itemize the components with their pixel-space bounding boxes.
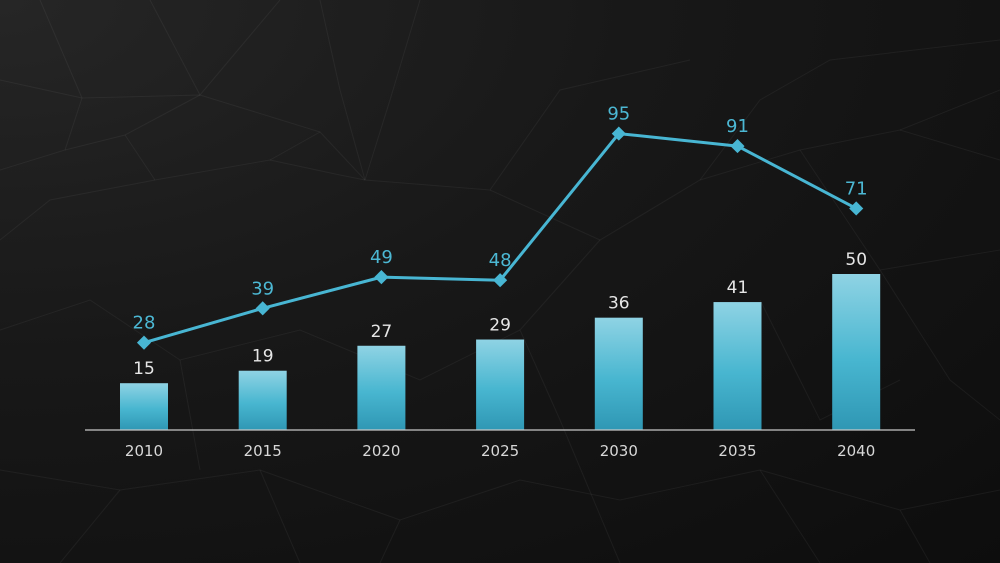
x-tick-label: 2015 [244, 442, 282, 460]
bar-value-label: 27 [371, 322, 393, 342]
line-value-label: 48 [489, 250, 512, 271]
x-tick-label: 2010 [125, 442, 163, 460]
line-value-label: 39 [251, 278, 274, 299]
bar-value-label: 15 [133, 359, 155, 379]
bar-2030 [594, 317, 643, 430]
x-tick-label: 2040 [837, 442, 875, 460]
bar-2015 [238, 370, 287, 430]
x-tick-label: 2030 [600, 442, 638, 460]
diamond-marker-icon [849, 201, 864, 216]
line-value-label: 95 [607, 104, 630, 125]
bar-2035 [713, 302, 762, 430]
bar-value-label: 19 [252, 347, 274, 367]
line-series: 28 39 49 48 95 91 71 [133, 104, 868, 350]
bar-2025 [476, 339, 525, 430]
bar-value-label: 41 [727, 278, 749, 298]
diamond-marker-icon [730, 139, 745, 154]
line-value-label: 49 [370, 247, 393, 268]
bar-value-label: 50 [845, 250, 867, 270]
x-tick-label: 2025 [481, 442, 519, 460]
bar-series: 15 19 27 29 36 41 50 [120, 250, 881, 430]
diamond-marker-icon [255, 301, 270, 316]
line-value-label: 71 [845, 178, 868, 199]
bar-value-label: 29 [489, 316, 511, 336]
diamond-marker-icon [493, 273, 508, 288]
x-tick-label: 2035 [718, 442, 756, 460]
diamond-marker-icon [611, 126, 626, 141]
bar-2010 [120, 383, 168, 430]
x-axis-tick-labels: 2010 2015 2020 2025 2030 2035 2040 [125, 442, 875, 460]
diamond-marker-icon [374, 270, 389, 285]
line-value-label: 91 [726, 116, 749, 137]
bar-2020 [357, 345, 406, 430]
bar-value-label: 36 [608, 294, 630, 314]
line-value-label: 28 [133, 313, 156, 334]
bar-2040 [832, 274, 881, 430]
x-tick-label: 2020 [362, 442, 400, 460]
diamond-marker-icon [136, 335, 152, 350]
